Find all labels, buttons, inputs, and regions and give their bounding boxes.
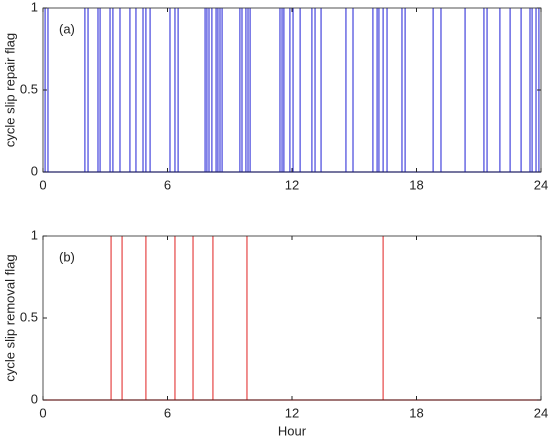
plot-area [43, 8, 541, 172]
x-tick-label: 6 [164, 405, 171, 420]
y-tick-label: 0 [31, 391, 38, 406]
y-tick-label: 0.5 [20, 309, 38, 324]
y-tick-label: 1 [31, 227, 38, 242]
y-tick-label: 0 [31, 163, 38, 178]
y-axis-label: cycle slip removal flag [2, 254, 17, 381]
plot-area [43, 236, 541, 400]
y-tick-label: 1 [31, 0, 38, 14]
x-tick-label: 0 [39, 405, 46, 420]
x-tick-label: 6 [164, 177, 171, 192]
x-tick-label: 0 [39, 177, 46, 192]
x-axis-label: Hour [278, 423, 307, 438]
x-tick-label: 24 [534, 405, 548, 420]
y-tick-label: 0.5 [20, 81, 38, 96]
x-tick-label: 24 [534, 177, 548, 192]
x-tick-label: 18 [409, 177, 423, 192]
panel-label: (a) [59, 21, 75, 36]
x-tick-label: 12 [285, 405, 299, 420]
y-axis-label: cycle slip repair flag [2, 33, 17, 147]
x-tick-label: 18 [409, 405, 423, 420]
panel-label: (b) [59, 249, 75, 264]
x-tick-label: 12 [285, 177, 299, 192]
